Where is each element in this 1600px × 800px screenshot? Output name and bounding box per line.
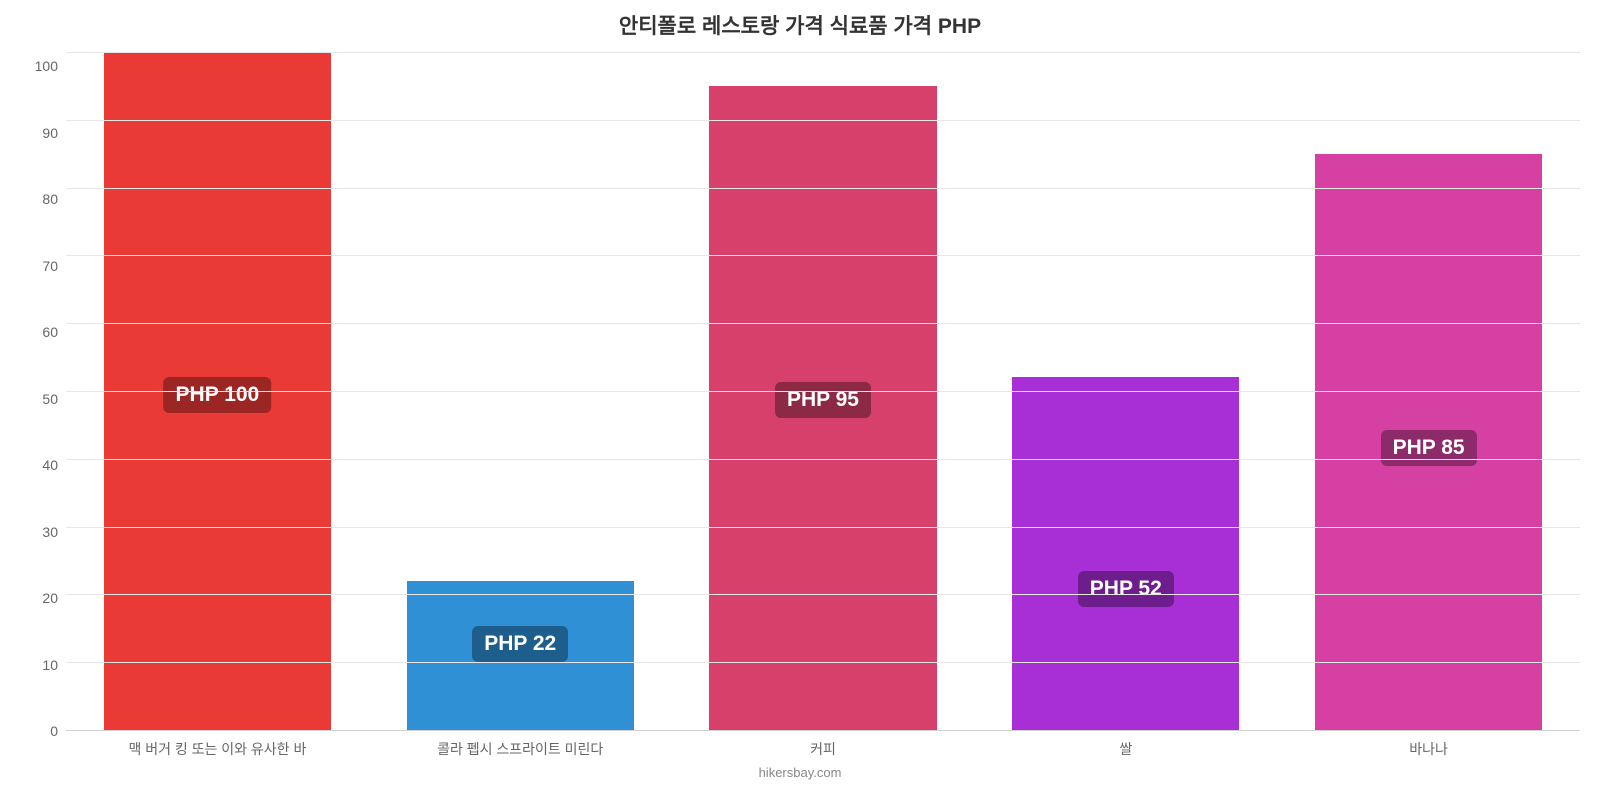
chart-footer: hikersbay.com	[20, 765, 1580, 780]
x-tick-label: 콜라 펩시 스프라이트 미린다	[369, 739, 672, 759]
y-tick-label: 50	[42, 392, 58, 406]
grid-line	[66, 255, 1580, 256]
grid-line	[66, 594, 1580, 595]
chart-title: 안티폴로 레스토랑 가격 식료품 가격 PHP	[20, 10, 1580, 40]
x-tick-label: 커피	[672, 739, 975, 759]
plot-area-row: 1009080706050403020100 PHP 100PHP 22PHP …	[20, 52, 1580, 731]
bar: PHP 85	[1315, 154, 1542, 730]
y-tick-label: 70	[42, 259, 58, 273]
y-tick-label: 100	[35, 59, 58, 73]
x-tick-label: 바나나	[1277, 739, 1580, 759]
grid-line	[66, 52, 1580, 53]
x-axis-labels: 맥 버거 킹 또는 이와 유사한 바콜라 펩시 스프라이트 미린다커피쌀바나나	[66, 739, 1580, 759]
y-tick-label: 80	[42, 192, 58, 206]
bar: PHP 22	[407, 581, 634, 730]
grid-line	[66, 391, 1580, 392]
grid-line	[66, 323, 1580, 324]
y-tick-label: 90	[42, 126, 58, 140]
x-axis-row: 맥 버거 킹 또는 이와 유사한 바콜라 펩시 스프라이트 미린다커피쌀바나나	[20, 739, 1580, 759]
grid-line	[66, 527, 1580, 528]
x-axis-spacer	[20, 739, 66, 759]
bar: PHP 95	[709, 86, 936, 730]
grid-line	[66, 120, 1580, 121]
plot-area: PHP 100 PHP 22 PHP 95 PHP 52 PHP 85	[66, 52, 1580, 731]
grid-line	[66, 459, 1580, 460]
y-tick-label: 10	[42, 658, 58, 672]
x-tick-label: 쌀	[974, 739, 1277, 759]
value-badge: PHP 95	[775, 382, 871, 418]
grid-line	[66, 662, 1580, 663]
y-tick-label: 40	[42, 458, 58, 472]
value-badge: PHP 100	[164, 377, 272, 413]
x-tick-label: 맥 버거 킹 또는 이와 유사한 바	[66, 739, 369, 759]
grid-line	[66, 188, 1580, 189]
value-badge: PHP 52	[1078, 571, 1174, 607]
y-tick-label: 30	[42, 525, 58, 539]
y-tick-label: 0	[50, 724, 58, 738]
y-tick-label: 20	[42, 591, 58, 605]
bar: PHP 52	[1012, 377, 1239, 730]
y-axis: 1009080706050403020100	[20, 52, 66, 731]
value-badge: PHP 85	[1381, 430, 1477, 466]
value-badge: PHP 22	[472, 626, 568, 662]
y-tick-label: 60	[42, 325, 58, 339]
price-bar-chart: 안티폴로 레스토랑 가격 식료품 가격 PHP 1009080706050403…	[0, 0, 1600, 800]
